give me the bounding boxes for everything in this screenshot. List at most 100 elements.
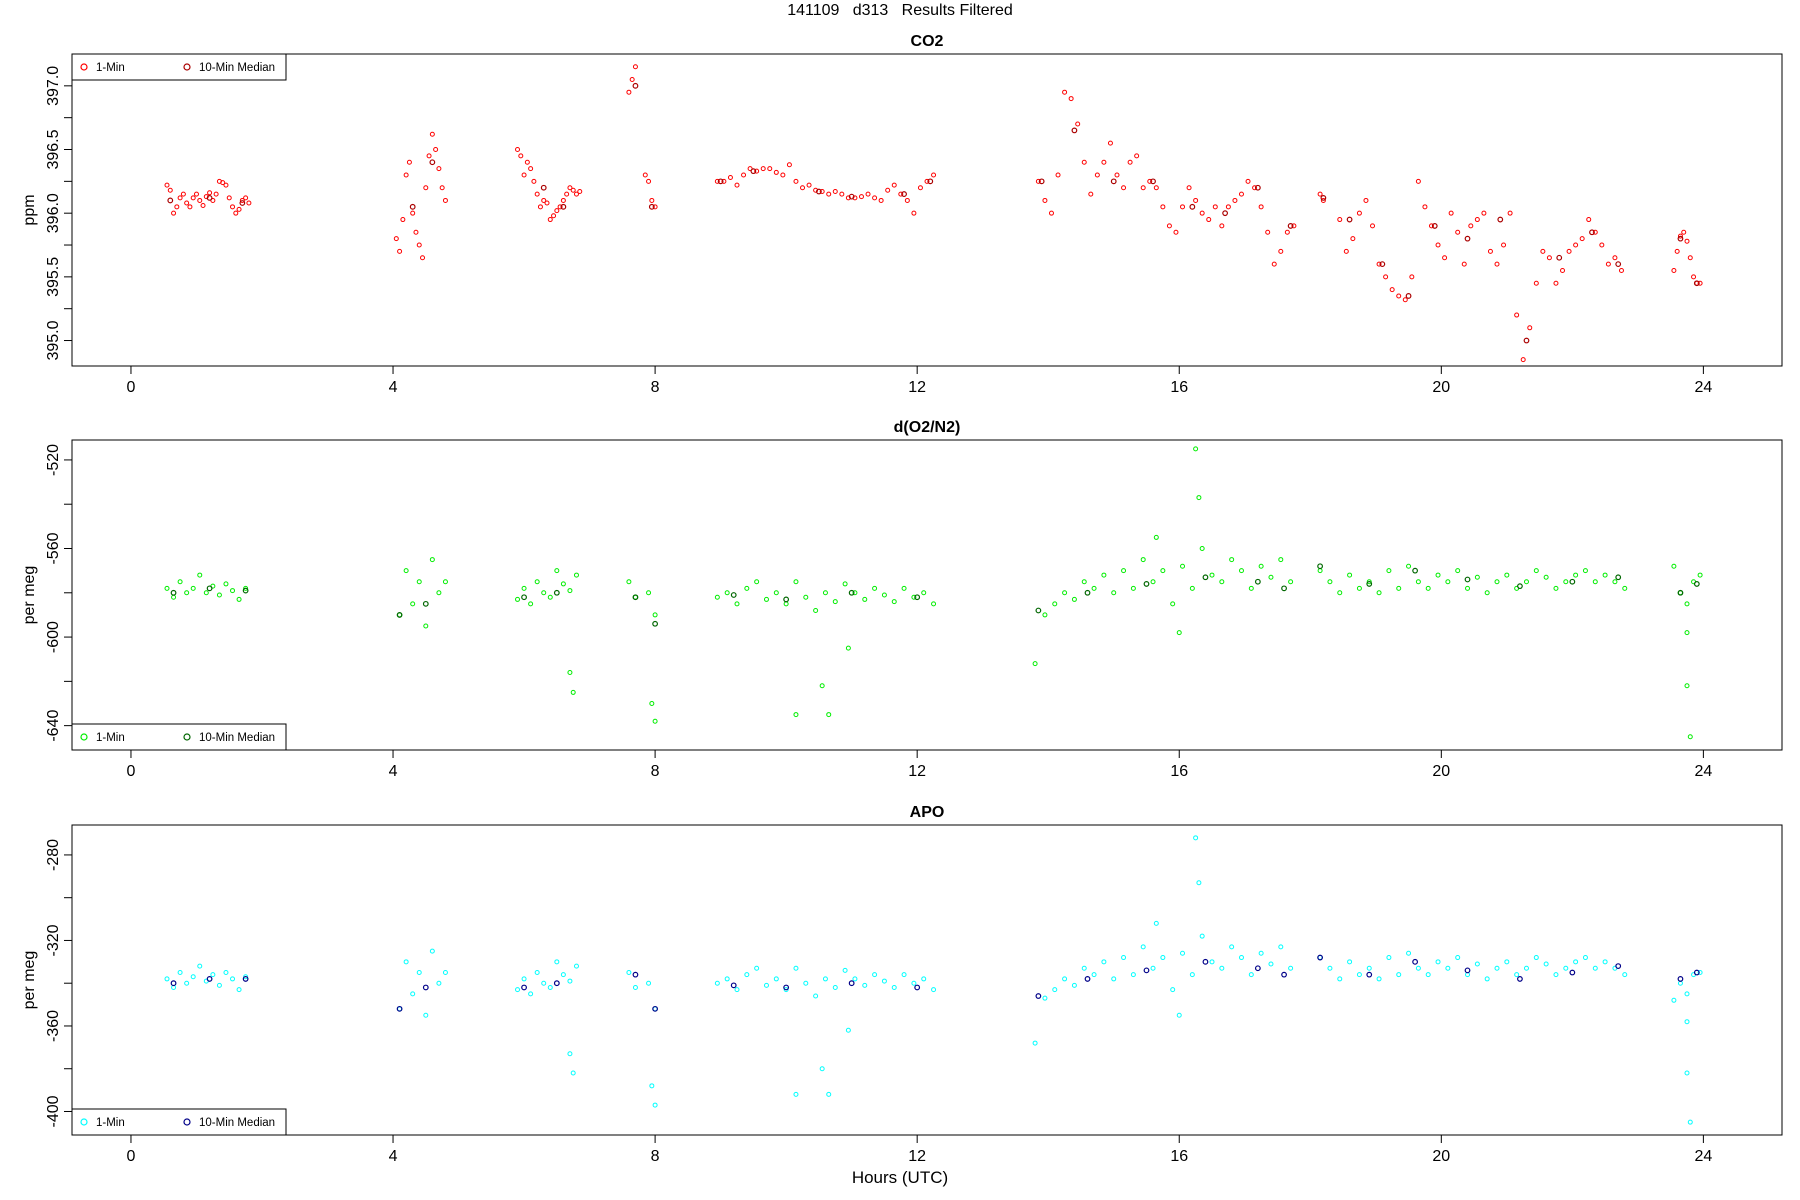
co2-1min-point [1245, 178, 1251, 184]
o2n2-1min-point [1543, 574, 1549, 580]
o2n2-1min-point [744, 585, 750, 591]
co2-1min-point [518, 153, 524, 159]
co2-1min-point [865, 191, 871, 197]
o2n2-1min-point [410, 601, 416, 607]
co2-1min-point [1356, 210, 1362, 216]
co2-1min-point [1566, 248, 1572, 254]
apo-x-tick-label: 20 [1432, 1148, 1450, 1165]
co2-1min-point [1212, 204, 1218, 210]
co2-1min-point [1271, 261, 1277, 267]
o2n2-1min-point [714, 594, 720, 600]
co2-1min-point [531, 178, 537, 184]
apo-1min-point [1366, 965, 1372, 971]
co2-legend-marker [183, 63, 191, 71]
o2n2-1min-point [1248, 585, 1254, 591]
o2n2-1min-point [1052, 601, 1058, 607]
co2-median-point [1346, 216, 1353, 223]
co2-x-tick-label: 16 [1170, 379, 1188, 396]
co2-1min-point [1147, 178, 1153, 184]
co2-1min-point [1681, 229, 1687, 235]
co2-1min-point [1055, 172, 1061, 178]
o2n2-1min-point [236, 596, 242, 602]
o2n2-median-point [1366, 581, 1373, 587]
apo-1min-point [1592, 965, 1598, 971]
co2-median-point [206, 195, 213, 201]
co2-1min-point [1468, 223, 1474, 229]
o2n2-1min-point [1278, 557, 1284, 563]
co2-legend-label: 10-Min Median [199, 62, 275, 74]
co2-1min-point [1173, 229, 1179, 235]
apo-1min-point [1684, 991, 1690, 997]
o2n2-median-point [396, 612, 403, 618]
apo-1min-point [649, 1083, 655, 1089]
apo-1min-point [429, 948, 435, 954]
co2-1min-point [1088, 191, 1094, 197]
o2n2-1min-point [573, 572, 579, 578]
co2-median-point [848, 193, 855, 200]
o2n2-1min-point [1415, 579, 1421, 585]
co2-1min-point [780, 172, 786, 178]
o2n2-1min-point [1563, 579, 1569, 585]
co2-1min-point [1448, 210, 1454, 216]
co2-median-point [632, 82, 639, 89]
o2n2-1min-point [164, 585, 170, 591]
co2-1min-point [1687, 255, 1693, 261]
apo-1min-point [931, 987, 937, 993]
co2-median-point [1150, 178, 1156, 185]
co2-1min-point [541, 197, 547, 203]
co2-1min-point [573, 191, 579, 197]
co2-1min-point [1396, 293, 1402, 299]
co2-1min-point [239, 197, 245, 203]
co2-1min-point [1121, 185, 1127, 191]
co2-1min-point [806, 182, 812, 188]
o2n2-1min-point [230, 588, 236, 594]
apo-1min-point [1199, 933, 1205, 939]
o2n2-median-point [848, 589, 855, 596]
o2n2-1min-point [1553, 585, 1559, 591]
o2n2-legend-box [71, 723, 287, 751]
apo-median-point [783, 984, 790, 991]
o2n2-1min-point [1494, 579, 1500, 585]
o2n2-1min-point [190, 585, 196, 591]
co2-median-point [239, 200, 246, 206]
co2-median-point [1693, 280, 1700, 287]
o2n2-1min-point [1153, 534, 1159, 540]
apo-1min-point [442, 970, 448, 976]
apo-1min-point [1219, 965, 1225, 971]
apo-1min-point [901, 972, 907, 978]
co2-1min-point [557, 204, 563, 210]
co2-1min-point [1527, 325, 1533, 331]
apo-1min-point [845, 1027, 851, 1033]
apo-median-point [521, 984, 527, 991]
co2-1min-point [1081, 159, 1087, 165]
o2n2-1min-point [1189, 585, 1195, 591]
co2-1min-point [1186, 185, 1192, 191]
o2n2-1min-point [1229, 557, 1235, 563]
apo-median-point [1693, 969, 1700, 976]
apo-1min-point [1602, 959, 1608, 965]
co2-1min-point [800, 185, 806, 191]
co2-1min-point [223, 182, 229, 188]
co2-median-point [927, 178, 934, 185]
co2-1min-point [226, 195, 232, 201]
apo-1min-point [243, 974, 249, 980]
co2-1min-point [721, 178, 727, 184]
apo-1min-point [803, 980, 809, 986]
co2-1min-point [917, 185, 923, 191]
apo-1min-point [547, 984, 553, 990]
apo-legend-box [71, 1108, 287, 1136]
co2-1min-point [754, 168, 760, 174]
apo-1min-point [515, 987, 521, 993]
apo-median-point [242, 976, 249, 982]
apo-1min-point [852, 976, 858, 982]
co2-1min-point [1560, 267, 1566, 273]
apo-1min-point [714, 980, 720, 986]
co2-1min-point [734, 182, 740, 188]
o2n2-1min-point [646, 590, 652, 596]
o2n2-y-tick-label: -640 [45, 710, 62, 742]
co2-1min-point [180, 191, 186, 197]
apo-1min-point [1196, 880, 1202, 886]
apo-1min-point [1288, 965, 1294, 971]
o2n2-1min-point [911, 594, 917, 600]
o2n2-1min-point [442, 579, 448, 585]
